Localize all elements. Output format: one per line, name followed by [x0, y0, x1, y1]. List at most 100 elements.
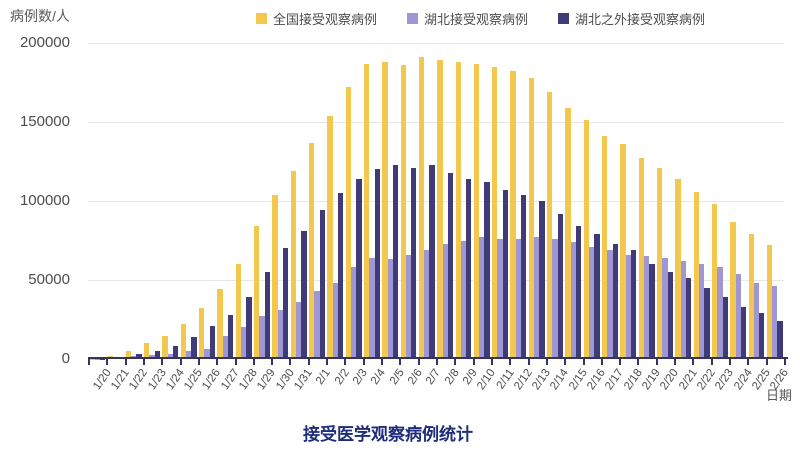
bar-national: [235, 264, 242, 359]
bar-outside-hubei: [722, 297, 728, 359]
y-tick-label: 50000: [28, 271, 70, 288]
axis-tick: [509, 359, 512, 365]
axis-tick: [784, 359, 786, 365]
bar-outside-hubei: [630, 249, 637, 359]
bar-outside-hubei: [136, 354, 142, 359]
bar-national: [418, 57, 425, 359]
gridline: [88, 280, 784, 281]
bar-group: [711, 43, 729, 359]
bar-group: [528, 43, 546, 359]
x-tick-label: 2/15: [566, 367, 590, 393]
bar-group: [583, 43, 601, 359]
bar-national: [528, 77, 535, 359]
bar-outside-hubei: [557, 213, 563, 359]
y-tick-label: 150000: [19, 113, 70, 130]
bar-national: [308, 142, 315, 359]
x-tick-label: 2/19: [640, 367, 663, 393]
x-tick-label: 2/24: [731, 367, 755, 393]
bar-national: [290, 170, 296, 359]
bar-group: [418, 43, 436, 359]
bar-group: [271, 43, 289, 359]
x-tick-label: 2/10: [475, 367, 499, 393]
axis-tick: [234, 359, 237, 365]
x-tick-label: 2/5: [387, 367, 407, 387]
axis-tick: [88, 359, 90, 365]
axis-tick: [472, 359, 475, 365]
bar-national: [180, 324, 187, 359]
bar-group: [619, 43, 637, 359]
bar-national: [510, 71, 516, 359]
bar-group: [216, 43, 234, 359]
bar-outside-hubei: [282, 248, 289, 359]
bar-outside-hubei: [191, 336, 197, 359]
bar-hubei: [643, 256, 650, 359]
axis-tick: [252, 359, 255, 365]
bar-group: [235, 43, 253, 359]
bar-national: [363, 63, 370, 359]
axis-tick: [417, 359, 420, 365]
bar-hubei: [405, 254, 412, 359]
bar-hubei: [259, 316, 265, 359]
bar-outside-hubei: [319, 210, 325, 359]
bar-hubei: [424, 249, 430, 359]
x-tick-label: 2/14: [548, 367, 572, 393]
bar-outside-hubei: [246, 297, 252, 359]
axis-tick: [124, 359, 127, 365]
bar-hubei: [479, 237, 485, 359]
bar-group: [289, 43, 307, 359]
legend-label-national: 全国接受观察病例: [273, 12, 378, 27]
bar-hubei: [753, 283, 760, 359]
x-axis-title: 日期: [766, 388, 793, 403]
legend-item-outside-hubei: 湖北之外接受观察病例: [558, 9, 705, 28]
bar-hubei: [369, 257, 375, 359]
bar-national: [766, 245, 773, 359]
x-tick-label: 2/6: [405, 367, 425, 387]
axis-tick: [179, 359, 182, 365]
bar-group: [363, 43, 381, 359]
bar-hubei: [552, 238, 558, 359]
bar-hubei: [515, 238, 522, 359]
axis-tick: [527, 359, 530, 365]
bar-hubei: [442, 243, 448, 359]
x-tick-label: 2/22: [695, 367, 718, 393]
axis-tick: [161, 359, 164, 365]
x-tick-label: 1/31: [292, 367, 315, 393]
x-tick-label: 1/20: [90, 367, 114, 393]
bar-group: [326, 43, 344, 359]
axis-tick: [362, 359, 365, 365]
x-tick-label: 2/3: [350, 367, 370, 387]
axis-tick: [655, 359, 658, 365]
bar-outside-hubei: [173, 346, 179, 359]
y-tick-label: 100000: [19, 192, 70, 209]
bar-outside-hubei: [466, 178, 472, 359]
x-tick-label: 1/24: [163, 367, 187, 393]
bar-outside-hubei: [392, 164, 399, 359]
bar-group: [106, 43, 124, 359]
axis-tick: [326, 359, 329, 365]
bar-national: [711, 204, 718, 359]
bar-group: [198, 43, 216, 359]
bar-group: [491, 43, 509, 359]
axis-tick: [692, 359, 695, 365]
axis-tick: [381, 359, 384, 365]
plot-area: [88, 43, 784, 359]
x-tick-label: 2/18: [621, 367, 645, 393]
x-tick-label: 2/16: [585, 367, 608, 393]
bar-outside-hubei: [301, 231, 307, 359]
bar-national: [602, 136, 608, 359]
bar-outside-hubei: [264, 272, 270, 359]
x-tick-label: 2/13: [530, 367, 553, 393]
bar-outside-hubei: [576, 226, 582, 359]
bar-group: [436, 43, 454, 359]
axis-tick: [545, 359, 548, 365]
bar-group: [161, 43, 179, 359]
bar-national: [217, 289, 223, 359]
y-axis-title: 病例数/人: [10, 8, 70, 24]
legend-label-outside-hubei: 湖北之外接受观察病例: [575, 12, 706, 27]
bar-hubei: [387, 259, 393, 359]
bar-group: [766, 43, 784, 359]
axis-tick: [197, 359, 200, 365]
bar-outside-hubei: [649, 264, 655, 359]
x-tick-label: 2/23: [713, 367, 737, 393]
